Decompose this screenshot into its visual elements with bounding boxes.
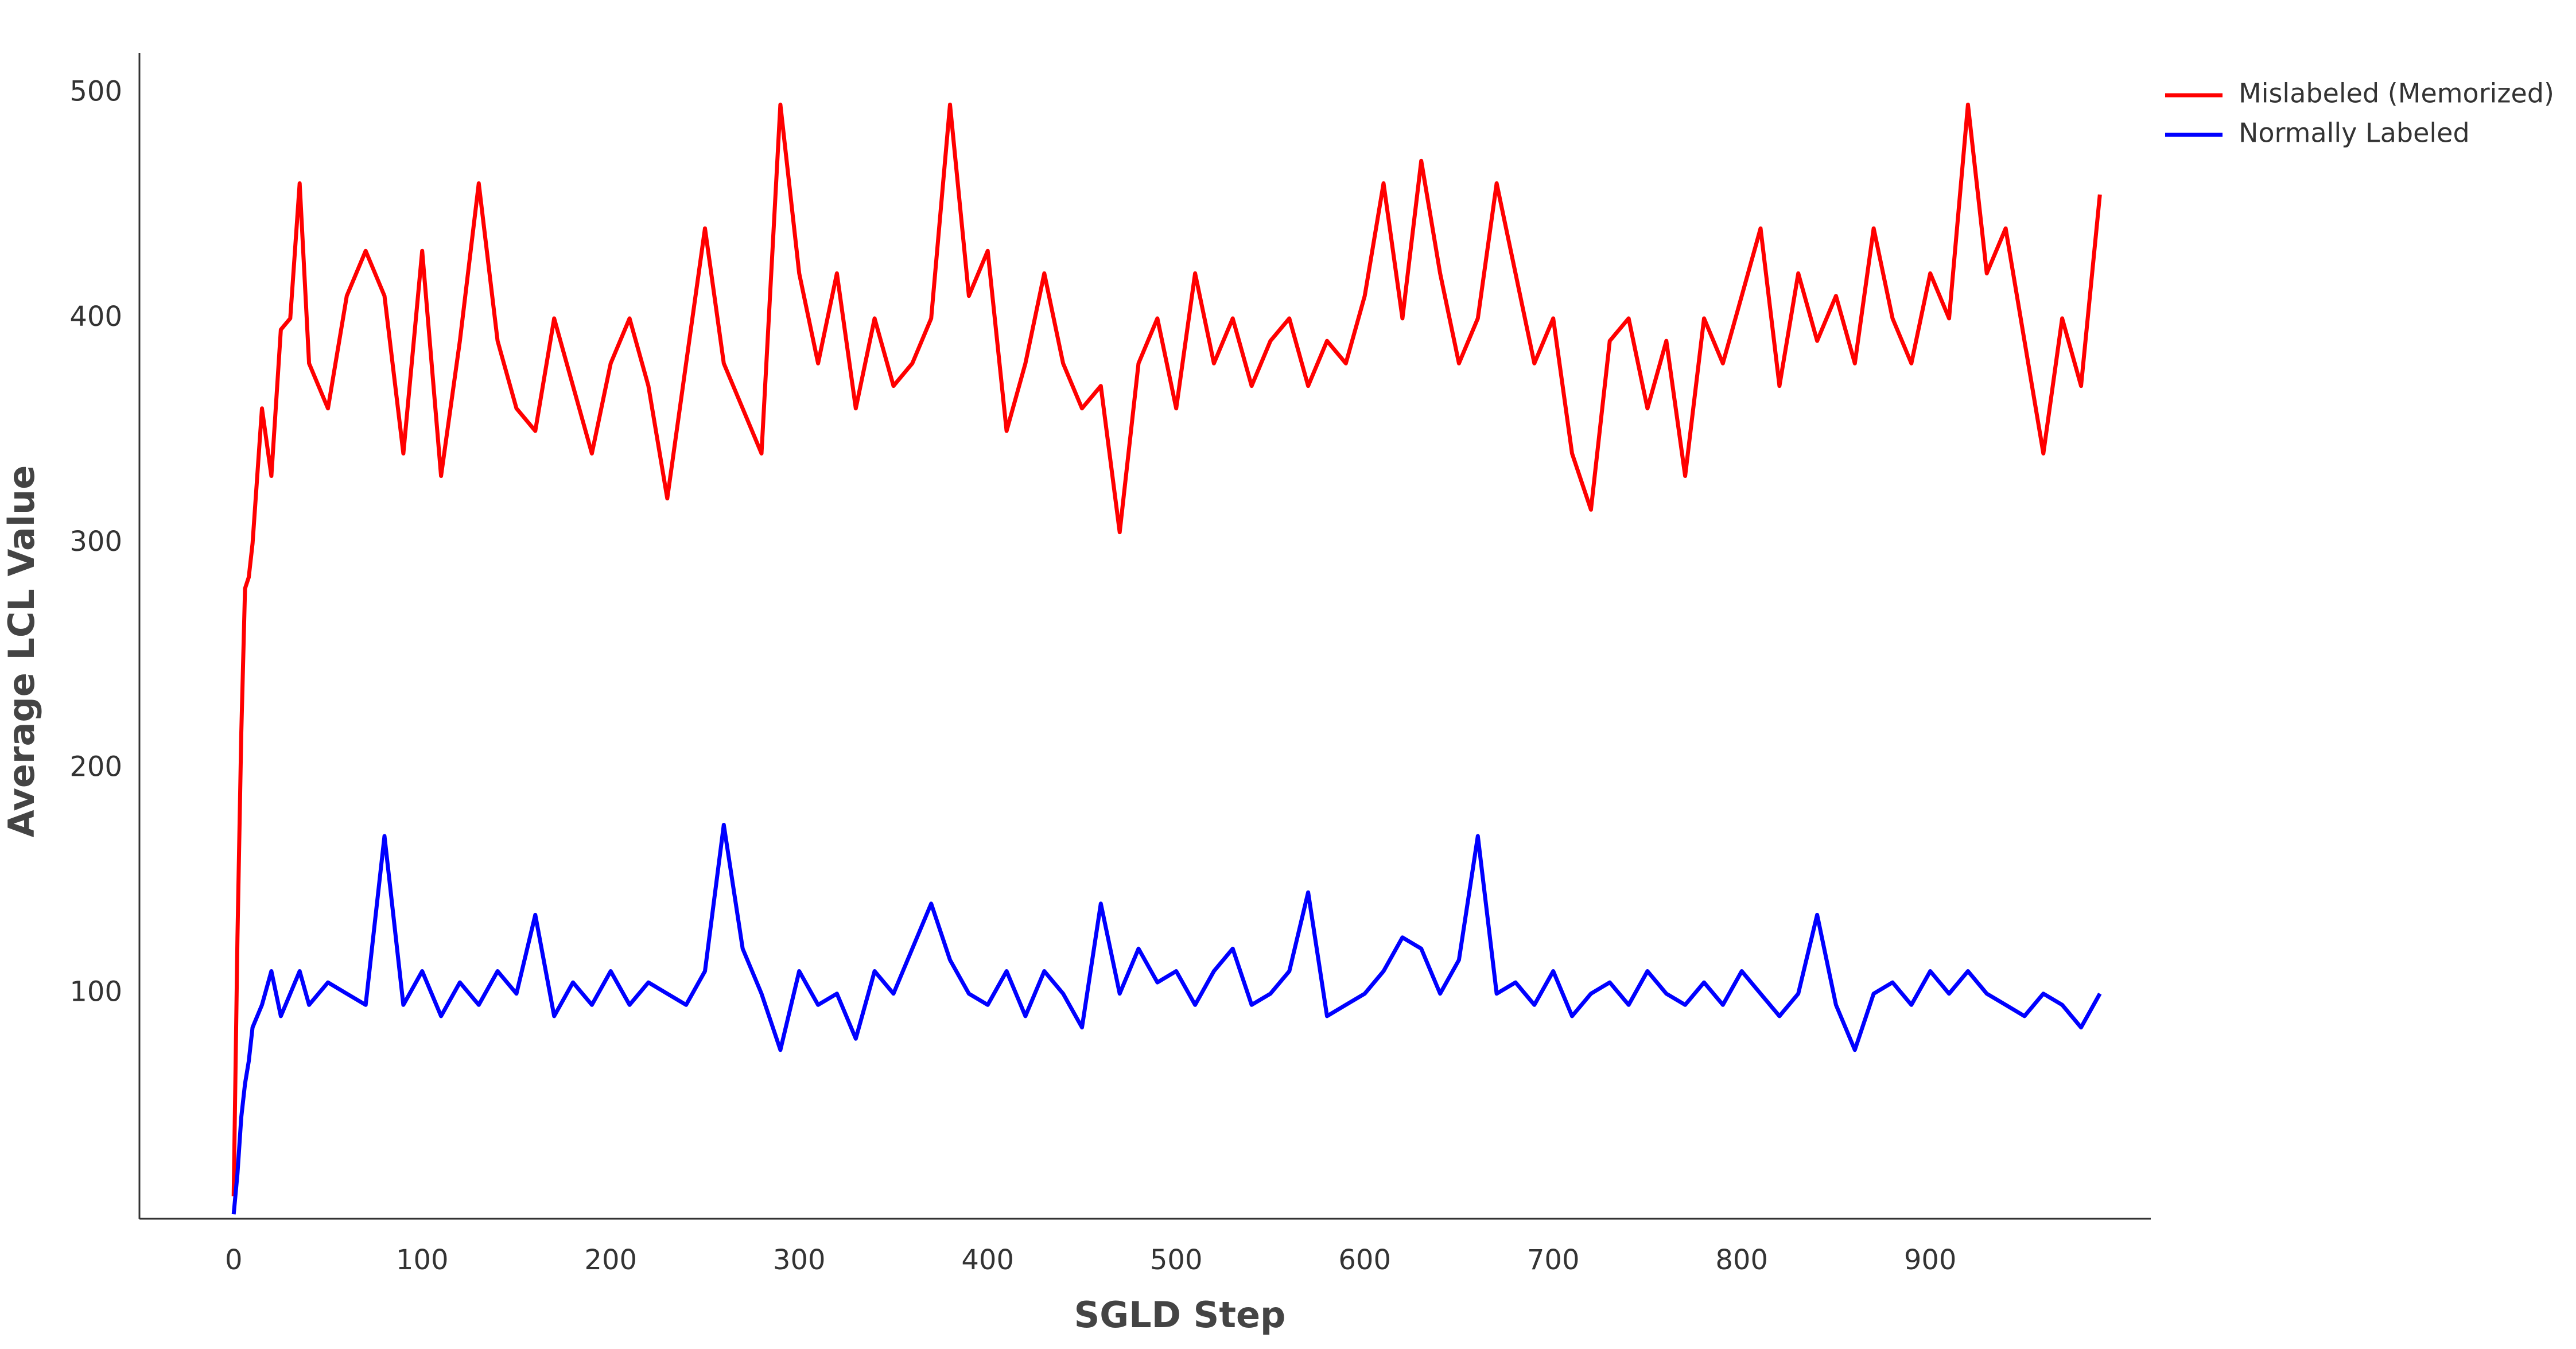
y-tick-label: 500 [69,76,122,108]
legend-label: Mislabeled (Memorized) [2239,78,2554,109]
y-tick-label: 100 [69,976,122,1008]
x-tick-label: 800 [1715,1244,1768,1276]
series-line [231,102,2102,1196]
x-tick-label: 300 [773,1244,826,1276]
x-tick-label: 600 [1338,1244,1391,1276]
series-line [231,823,2102,1215]
x-tick-label: 500 [1150,1244,1203,1276]
y-tick-label: 200 [69,751,122,783]
y-axis-label: Average LCL Value [1,465,42,838]
x-tick-label: 900 [1904,1244,1957,1276]
legend-label: Normally Labeled [2239,118,2470,149]
x-tick-label: 100 [396,1244,449,1276]
x-tick-label: 400 [961,1244,1014,1276]
x-tick-label: 700 [1527,1244,1580,1276]
y-tick-label: 300 [69,526,122,558]
x-axis-label: SGLD Step [1074,1294,1286,1336]
x-tick-label: 200 [584,1244,637,1276]
y-tick-label: 400 [69,301,122,333]
x-tick-label: 0 [225,1244,243,1276]
